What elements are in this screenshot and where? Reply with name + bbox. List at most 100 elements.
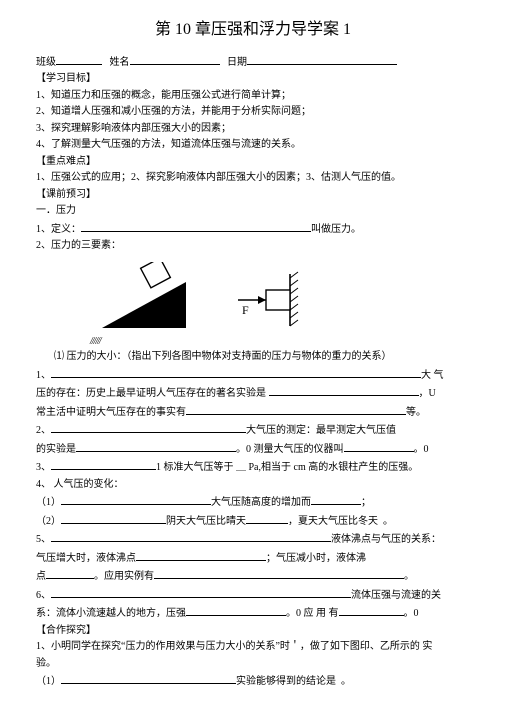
line-2: 压的存在：历史上最早证明人气压存在的著名实验是 ，U bbox=[36, 384, 470, 402]
q-size: ⑴ 压力的大小：（指出下列各图中物体对支持面的压力与物体的重力的关系） bbox=[54, 349, 470, 365]
line-1: 1、 大 气 bbox=[36, 366, 470, 384]
ground-hatching: ////// bbox=[90, 334, 470, 350]
blank-name bbox=[130, 53, 220, 65]
l6-prefix: 3、 bbox=[36, 462, 51, 473]
wall-figure: F bbox=[232, 270, 308, 332]
def-suffix: 叫做压力。 bbox=[311, 224, 361, 235]
blank-l8b bbox=[311, 493, 361, 505]
l9-suffix: 。 bbox=[383, 516, 393, 527]
blank-def bbox=[81, 220, 311, 232]
goal-3: 3、探究理解影响液体内部压强大小的因素； bbox=[36, 121, 470, 137]
blank-c2 bbox=[61, 672, 236, 684]
goal-1: 1、知道压力和压强的概念，能用压强公式进行简单计算； bbox=[36, 88, 470, 104]
blank-l8a bbox=[61, 493, 211, 505]
goal-4: 4、了解测量大气压强的方法，知道流体压强与流速的关系。 bbox=[36, 137, 470, 153]
l8-suffix: ； bbox=[361, 497, 371, 508]
coop-2: （1） 实验能够得到的结论是 。 bbox=[36, 672, 470, 690]
blank-l9b bbox=[246, 512, 288, 524]
blank-l10 bbox=[51, 530, 331, 542]
l1-prefix: 1、 bbox=[36, 370, 51, 381]
blank-l14a bbox=[186, 604, 286, 616]
l13-prefix: 6、 bbox=[36, 590, 51, 601]
blank-l14b bbox=[339, 604, 404, 616]
l14-mid: 。0 应 用 有 bbox=[286, 608, 339, 619]
doc-title: 第 10 章压强和浮力导学案 1 bbox=[36, 18, 470, 43]
blank-l2 bbox=[269, 384, 419, 396]
blank-date bbox=[247, 53, 397, 65]
l5-suffix: 。0 bbox=[414, 444, 429, 455]
goal-2: 2、知道增人压强和减小压强的方法，并能用于分析实际问题； bbox=[36, 104, 470, 120]
pressure-heading: 一．压力 bbox=[36, 203, 470, 219]
line-4: 2、 大气压的测定：最早测定大气压值 bbox=[36, 421, 470, 439]
l11-prefix: 气压增大时，液体沸点 bbox=[36, 553, 136, 564]
title-num: 10 bbox=[175, 21, 191, 38]
l2-prefix: 压的存在：历史上最早证明人气压存在的著名实验是 bbox=[36, 388, 266, 399]
blank-l12a bbox=[46, 567, 94, 579]
l10-suffix: 液体沸点与气压的关系： bbox=[331, 534, 441, 545]
section-prep: 【课前预习】 bbox=[36, 187, 470, 203]
line-13: 6、 流体压强与流速的关 bbox=[36, 586, 470, 604]
l2-suffix: ，U bbox=[419, 388, 436, 399]
l9-mid2: ，夏天大气压比冬天 bbox=[288, 516, 378, 527]
l8-prefix: （1） bbox=[36, 497, 61, 508]
title-end: 1 bbox=[343, 21, 351, 38]
blank-l5a bbox=[76, 440, 236, 452]
l14-suffix: 。0 bbox=[404, 608, 419, 619]
title-suffix: 章压强和浮力导学案 bbox=[191, 21, 343, 38]
l6-suffix: 1 标准大气压等于 ＿ Pa,相当于 cm 高的水银柱产生的压强。 bbox=[156, 462, 418, 473]
line-9: （2） 阴天大气压比晴天 ，夏天大气压比冬天 。 bbox=[36, 512, 470, 530]
l12-suffix: 。 bbox=[404, 571, 414, 582]
line-8: （1） 大气压随高度的增加而 ； bbox=[36, 493, 470, 511]
blank-l13 bbox=[51, 586, 351, 598]
line-14: 系：流体小流速越人的地方，压强 。0 应 用 有 。0 bbox=[36, 604, 470, 622]
blank-l12b bbox=[154, 567, 404, 579]
c2-suffix: 。 bbox=[341, 676, 351, 687]
label-date: 日期 bbox=[227, 57, 247, 68]
blank-l4 bbox=[51, 421, 246, 433]
l3-suffix: 等。 bbox=[406, 407, 426, 418]
l9-prefix: （2） bbox=[36, 516, 61, 527]
line-5: 的实验是 。0 测量大气压的仪器叫 。0 bbox=[36, 440, 470, 458]
svg-text:F: F bbox=[242, 303, 249, 317]
l1-suffix: 大 气 bbox=[421, 370, 444, 381]
coop-1: 1、小明同学在探究“压力的作用效果与压力大小的关系”时＇，做了如下图印、乙所示的… bbox=[36, 639, 470, 655]
def-prefix: 1、定义： bbox=[36, 224, 81, 235]
line-12: 点 。应用实例有 。 bbox=[36, 567, 470, 585]
title-prefix: 第 bbox=[155, 21, 175, 38]
label-name: 姓名 bbox=[110, 57, 130, 68]
line-7: 4、 人气压的变化： bbox=[36, 477, 470, 493]
l8-mid: 大气压随高度的增加而 bbox=[211, 497, 311, 508]
focus-1: 1、压强公式的应用；2、探究影响液体内部压强大小的因素；3、估测人气压的值。 bbox=[36, 170, 470, 186]
l12-mid: 。应用实例有 bbox=[94, 571, 154, 582]
l12-prefix: 点 bbox=[36, 571, 46, 582]
l3-prefix: 常主活中证明大气压存在的事实有 bbox=[36, 407, 186, 418]
l13-suffix: 流体压强与流速的关 bbox=[351, 590, 441, 601]
blank-l9a bbox=[61, 512, 166, 524]
blank-l11 bbox=[136, 549, 266, 561]
coop-1b: 验。 bbox=[36, 656, 470, 672]
blank-l1 bbox=[51, 366, 421, 378]
l4-prefix: 2、 bbox=[36, 425, 51, 436]
c2-prefix: （1） bbox=[36, 676, 61, 687]
c2-mid: 实验能够得到的结论是 bbox=[236, 676, 336, 687]
line-3: 常主活中证明大气压存在的事实有 等。 bbox=[36, 403, 470, 421]
header-row: 班级 姓名 日期 bbox=[36, 53, 470, 71]
def-line: 1、定义： 叫做压力。 bbox=[36, 220, 470, 238]
blank-l3 bbox=[186, 403, 406, 415]
figures-row: F bbox=[96, 260, 470, 332]
blank-l6 bbox=[51, 458, 156, 470]
blank-l5b bbox=[344, 440, 414, 452]
section-coop: 【合作探究】 bbox=[36, 623, 470, 639]
l9-mid1: 阴天大气压比晴天 bbox=[166, 516, 246, 527]
l4-suffix: 大气压的测定：最早测定大气压值 bbox=[246, 425, 396, 436]
l10-prefix: 5、 bbox=[36, 534, 51, 545]
l5-prefix: 的实验是 bbox=[36, 444, 76, 455]
l11-suffix: ；气压减小时，液体沸 bbox=[266, 553, 366, 564]
elements-line: 2、压力的三要素： bbox=[36, 238, 470, 254]
line-11: 气压增大时，液体沸点 ；气压减小时，液体沸 bbox=[36, 549, 470, 567]
label-class: 班级 bbox=[36, 57, 56, 68]
l14-prefix: 系：流体小流速越人的地方，压强 bbox=[36, 608, 186, 619]
l5-mid: 。0 测量大气压的仪器叫 bbox=[236, 444, 344, 455]
section-focus: 【重点难点】 bbox=[36, 154, 470, 170]
incline-figure bbox=[96, 262, 192, 332]
